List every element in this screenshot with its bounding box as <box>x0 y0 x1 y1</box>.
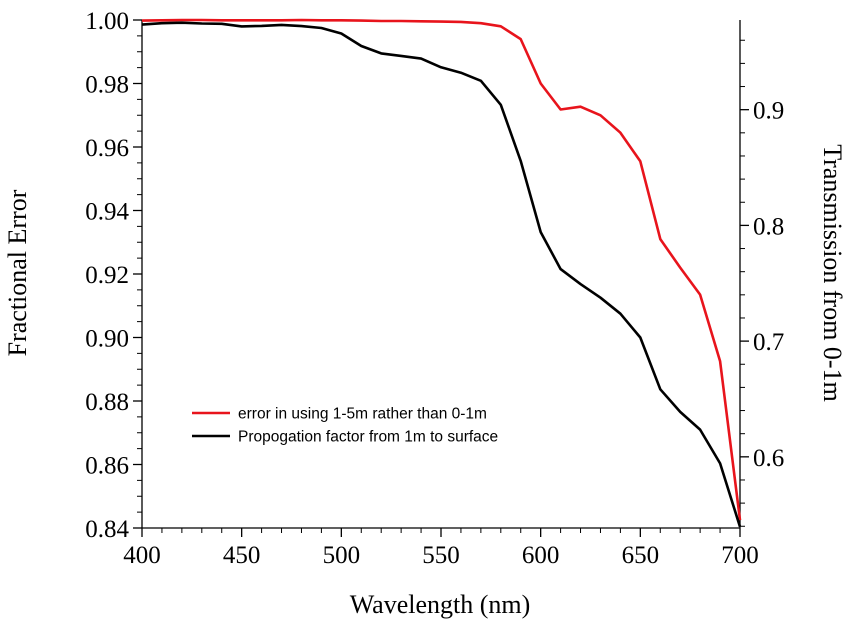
y-axis-title-left: Fractional Error <box>3 189 32 356</box>
y-tick-label-left: 0.96 <box>85 135 129 162</box>
y-tick-label-left: 0.86 <box>85 453 129 480</box>
y-tick-label-left: 0.90 <box>85 326 129 353</box>
x-axis-title: Wavelength (nm) <box>350 590 531 619</box>
legend-label-1: error in using 1-5m rather than 0-1m <box>238 406 487 423</box>
x-tick-label: 550 <box>422 542 460 569</box>
x-tick-label: 600 <box>522 542 560 569</box>
y-tick-label-left: 1.00 <box>85 8 129 35</box>
y-tick-label-right: 0.7 <box>753 329 784 356</box>
series-line-1 <box>141 18 742 521</box>
y-tick-label-left: 0.98 <box>85 72 129 99</box>
legend: error in using 1-5m rather than 0-1m Prop… <box>192 406 498 446</box>
y-tick-label-left: 0.84 <box>85 516 129 543</box>
series-lines <box>141 18 742 528</box>
legend-label-2: Propogation factor from 1m to surface <box>238 429 498 446</box>
x-tick-label: 500 <box>323 542 361 569</box>
y-axis-title-right: Transmission from 0-1m <box>818 144 847 402</box>
x-tick-label: 400 <box>123 542 161 569</box>
x-tick-label: 650 <box>622 542 660 569</box>
y-tick-label-left: 0.92 <box>85 262 129 289</box>
y-tick-label-left: 0.94 <box>85 199 129 226</box>
x-tick-label: 450 <box>223 542 261 569</box>
y-tick-label-right: 0.6 <box>753 445 784 472</box>
y-tick-label-right: 0.8 <box>753 213 784 240</box>
x-tick-label: 700 <box>721 542 759 569</box>
axes: 400 450 500 550 600 650 700 0.84 0.86 0.88 0.90 0.9… <box>85 8 784 569</box>
y-tick-label-left: 0.88 <box>85 389 129 416</box>
series-line-2 <box>141 21 742 528</box>
y-tick-label-right: 0.9 <box>753 98 784 125</box>
